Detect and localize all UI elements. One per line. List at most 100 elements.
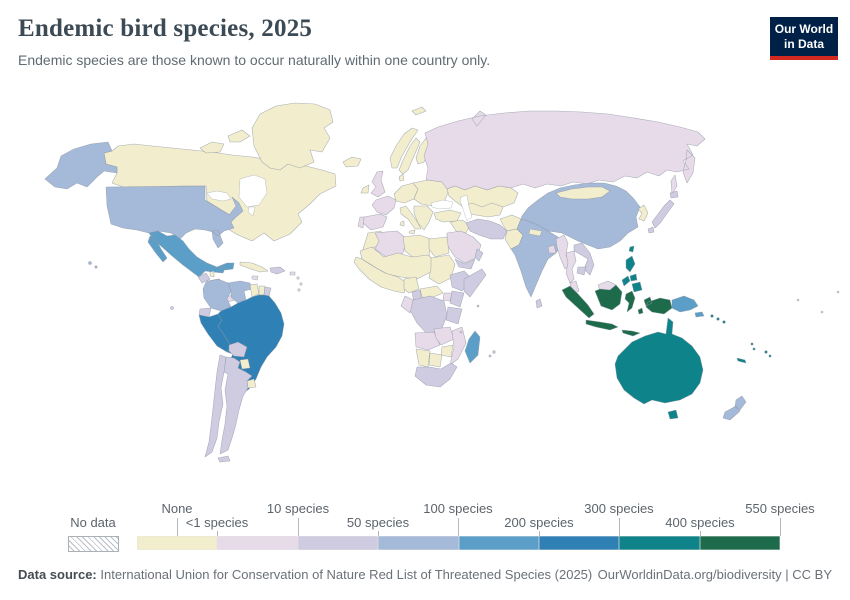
country-gabon-congo[interactable] — [400, 295, 414, 314]
comoros-island[interactable] — [459, 330, 463, 334]
country-egypt[interactable] — [428, 236, 450, 258]
country-new-zealand[interactable] — [722, 395, 747, 421]
legend-bin-400-550[interactable] — [699, 536, 780, 550]
country-zambia[interactable] — [433, 326, 455, 346]
country-iceland[interactable] — [342, 156, 362, 168]
country-china[interactable] — [520, 182, 641, 250]
solomon-islands[interactable] — [722, 320, 726, 324]
country-jamaica[interactable] — [251, 275, 259, 281]
country-mongolia[interactable] — [555, 186, 611, 200]
country-puerto-rico[interactable] — [289, 271, 296, 276]
country-taiwan[interactable] — [628, 245, 635, 253]
pacific-islands[interactable] — [820, 310, 824, 314]
hawaii-island[interactable] — [94, 265, 98, 269]
country-uganda[interactable] — [442, 292, 453, 302]
country-sweden[interactable] — [398, 137, 421, 175]
country-namibia[interactable] — [415, 348, 431, 368]
country-ireland[interactable] — [360, 184, 370, 194]
country-yemen[interactable] — [454, 258, 476, 270]
lesser-antilles[interactable] — [296, 276, 300, 280]
country-united-states[interactable] — [44, 141, 244, 249]
vanuatu-islands[interactable] — [750, 342, 754, 346]
country-tanzania[interactable] — [445, 306, 463, 325]
country-oman[interactable] — [474, 248, 484, 262]
country-botswana[interactable] — [428, 352, 443, 368]
country-norway[interactable] — [389, 127, 419, 169]
country-south-africa[interactable] — [414, 362, 458, 388]
country-svalbard[interactable] — [411, 106, 427, 116]
country-cuba[interactable] — [239, 261, 269, 273]
legend-bin-none[interactable] — [137, 536, 218, 550]
owid-logo[interactable]: Our World in Data — [770, 17, 838, 60]
country-angola[interactable] — [414, 331, 441, 351]
country-sudan[interactable] — [428, 254, 456, 285]
legend-bin-100-200[interactable] — [458, 536, 539, 550]
country-zimbabwe[interactable] — [440, 344, 454, 358]
country-spain[interactable] — [362, 213, 388, 231]
lesser-antilles[interactable] — [299, 282, 303, 286]
galapagos-islands[interactable] — [170, 306, 174, 310]
country-indonesia[interactable] — [561, 284, 673, 337]
country-philippines[interactable] — [621, 255, 643, 293]
country-venezuela[interactable] — [227, 280, 253, 304]
country-balkans[interactable] — [413, 205, 434, 231]
country-laos-vietnam[interactable] — [573, 242, 595, 276]
country-sri-lanka[interactable] — [535, 298, 543, 309]
country-new-caledonia[interactable] — [736, 357, 747, 364]
country-nigeria[interactable] — [403, 276, 420, 294]
seychelles-island[interactable] — [476, 304, 480, 308]
legend-bin-200-300[interactable] — [538, 536, 620, 550]
country-portugal[interactable] — [357, 216, 365, 229]
country-hispaniola[interactable] — [269, 266, 286, 275]
country-colombia[interactable] — [202, 278, 232, 312]
country-iran[interactable] — [465, 218, 508, 240]
country-papua-new-guinea[interactable] — [671, 295, 705, 318]
country-iraq-syria[interactable] — [449, 219, 471, 234]
country-nepal[interactable] — [528, 228, 543, 237]
country-cambodia[interactable] — [576, 266, 587, 276]
legend-bin-300-400[interactable] — [619, 536, 700, 550]
country-mozambique[interactable] — [449, 326, 467, 366]
legend-bin-10-50[interactable] — [297, 536, 379, 550]
legend-no-data-swatch[interactable] — [68, 536, 119, 552]
country-paraguay[interactable] — [239, 358, 251, 370]
fiji-islands[interactable] — [768, 354, 772, 358]
country-italy[interactable] — [399, 205, 422, 235]
legend-bin-lt1[interactable] — [217, 536, 298, 550]
country-united-kingdom[interactable] — [370, 170, 386, 198]
country-west-africa[interactable] — [353, 256, 408, 294]
solomon-islands[interactable] — [710, 314, 714, 318]
country-germany-central-europe[interactable] — [393, 182, 419, 204]
solomon-islands[interactable] — [716, 317, 720, 321]
lesser-antilles[interactable] — [297, 288, 301, 292]
country-turkey[interactable] — [433, 209, 462, 223]
country-guatemala[interactable] — [197, 272, 211, 284]
country-bolivia[interactable] — [228, 341, 248, 358]
country-australia[interactable] — [614, 317, 704, 420]
country-korea[interactable] — [637, 204, 649, 222]
country-central-african-republic[interactable] — [419, 285, 444, 299]
pacific-islands[interactable] — [796, 298, 800, 302]
country-argentina[interactable] — [219, 356, 253, 455]
country-chile[interactable] — [204, 354, 231, 463]
country-mexico[interactable] — [147, 230, 235, 278]
country-japan[interactable] — [647, 190, 679, 234]
hawaii-island[interactable] — [88, 261, 92, 265]
country-denmark[interactable] — [398, 173, 405, 182]
country-bangladesh[interactable] — [547, 244, 557, 254]
country-france[interactable] — [371, 195, 397, 216]
country-russia[interactable] — [423, 110, 706, 195]
mauritius-island[interactable] — [492, 350, 496, 354]
country-greenland[interactable] — [251, 102, 334, 171]
country-guyana[interactable] — [249, 283, 260, 298]
fiji-islands[interactable] — [764, 350, 768, 354]
country-thailand[interactable] — [565, 250, 577, 284]
country-somalia[interactable] — [463, 268, 487, 298]
credit-link[interactable]: OurWorldinData.org/biodiversity | CC BY — [597, 567, 832, 582]
reunion-island[interactable] — [488, 354, 492, 358]
legend-bin-50-100[interactable] — [378, 536, 459, 550]
vanuatu-islands[interactable] — [752, 347, 756, 351]
pacific-islands[interactable] — [836, 290, 840, 294]
country-french-guiana[interactable] — [263, 286, 272, 297]
country-belize[interactable] — [209, 270, 215, 278]
